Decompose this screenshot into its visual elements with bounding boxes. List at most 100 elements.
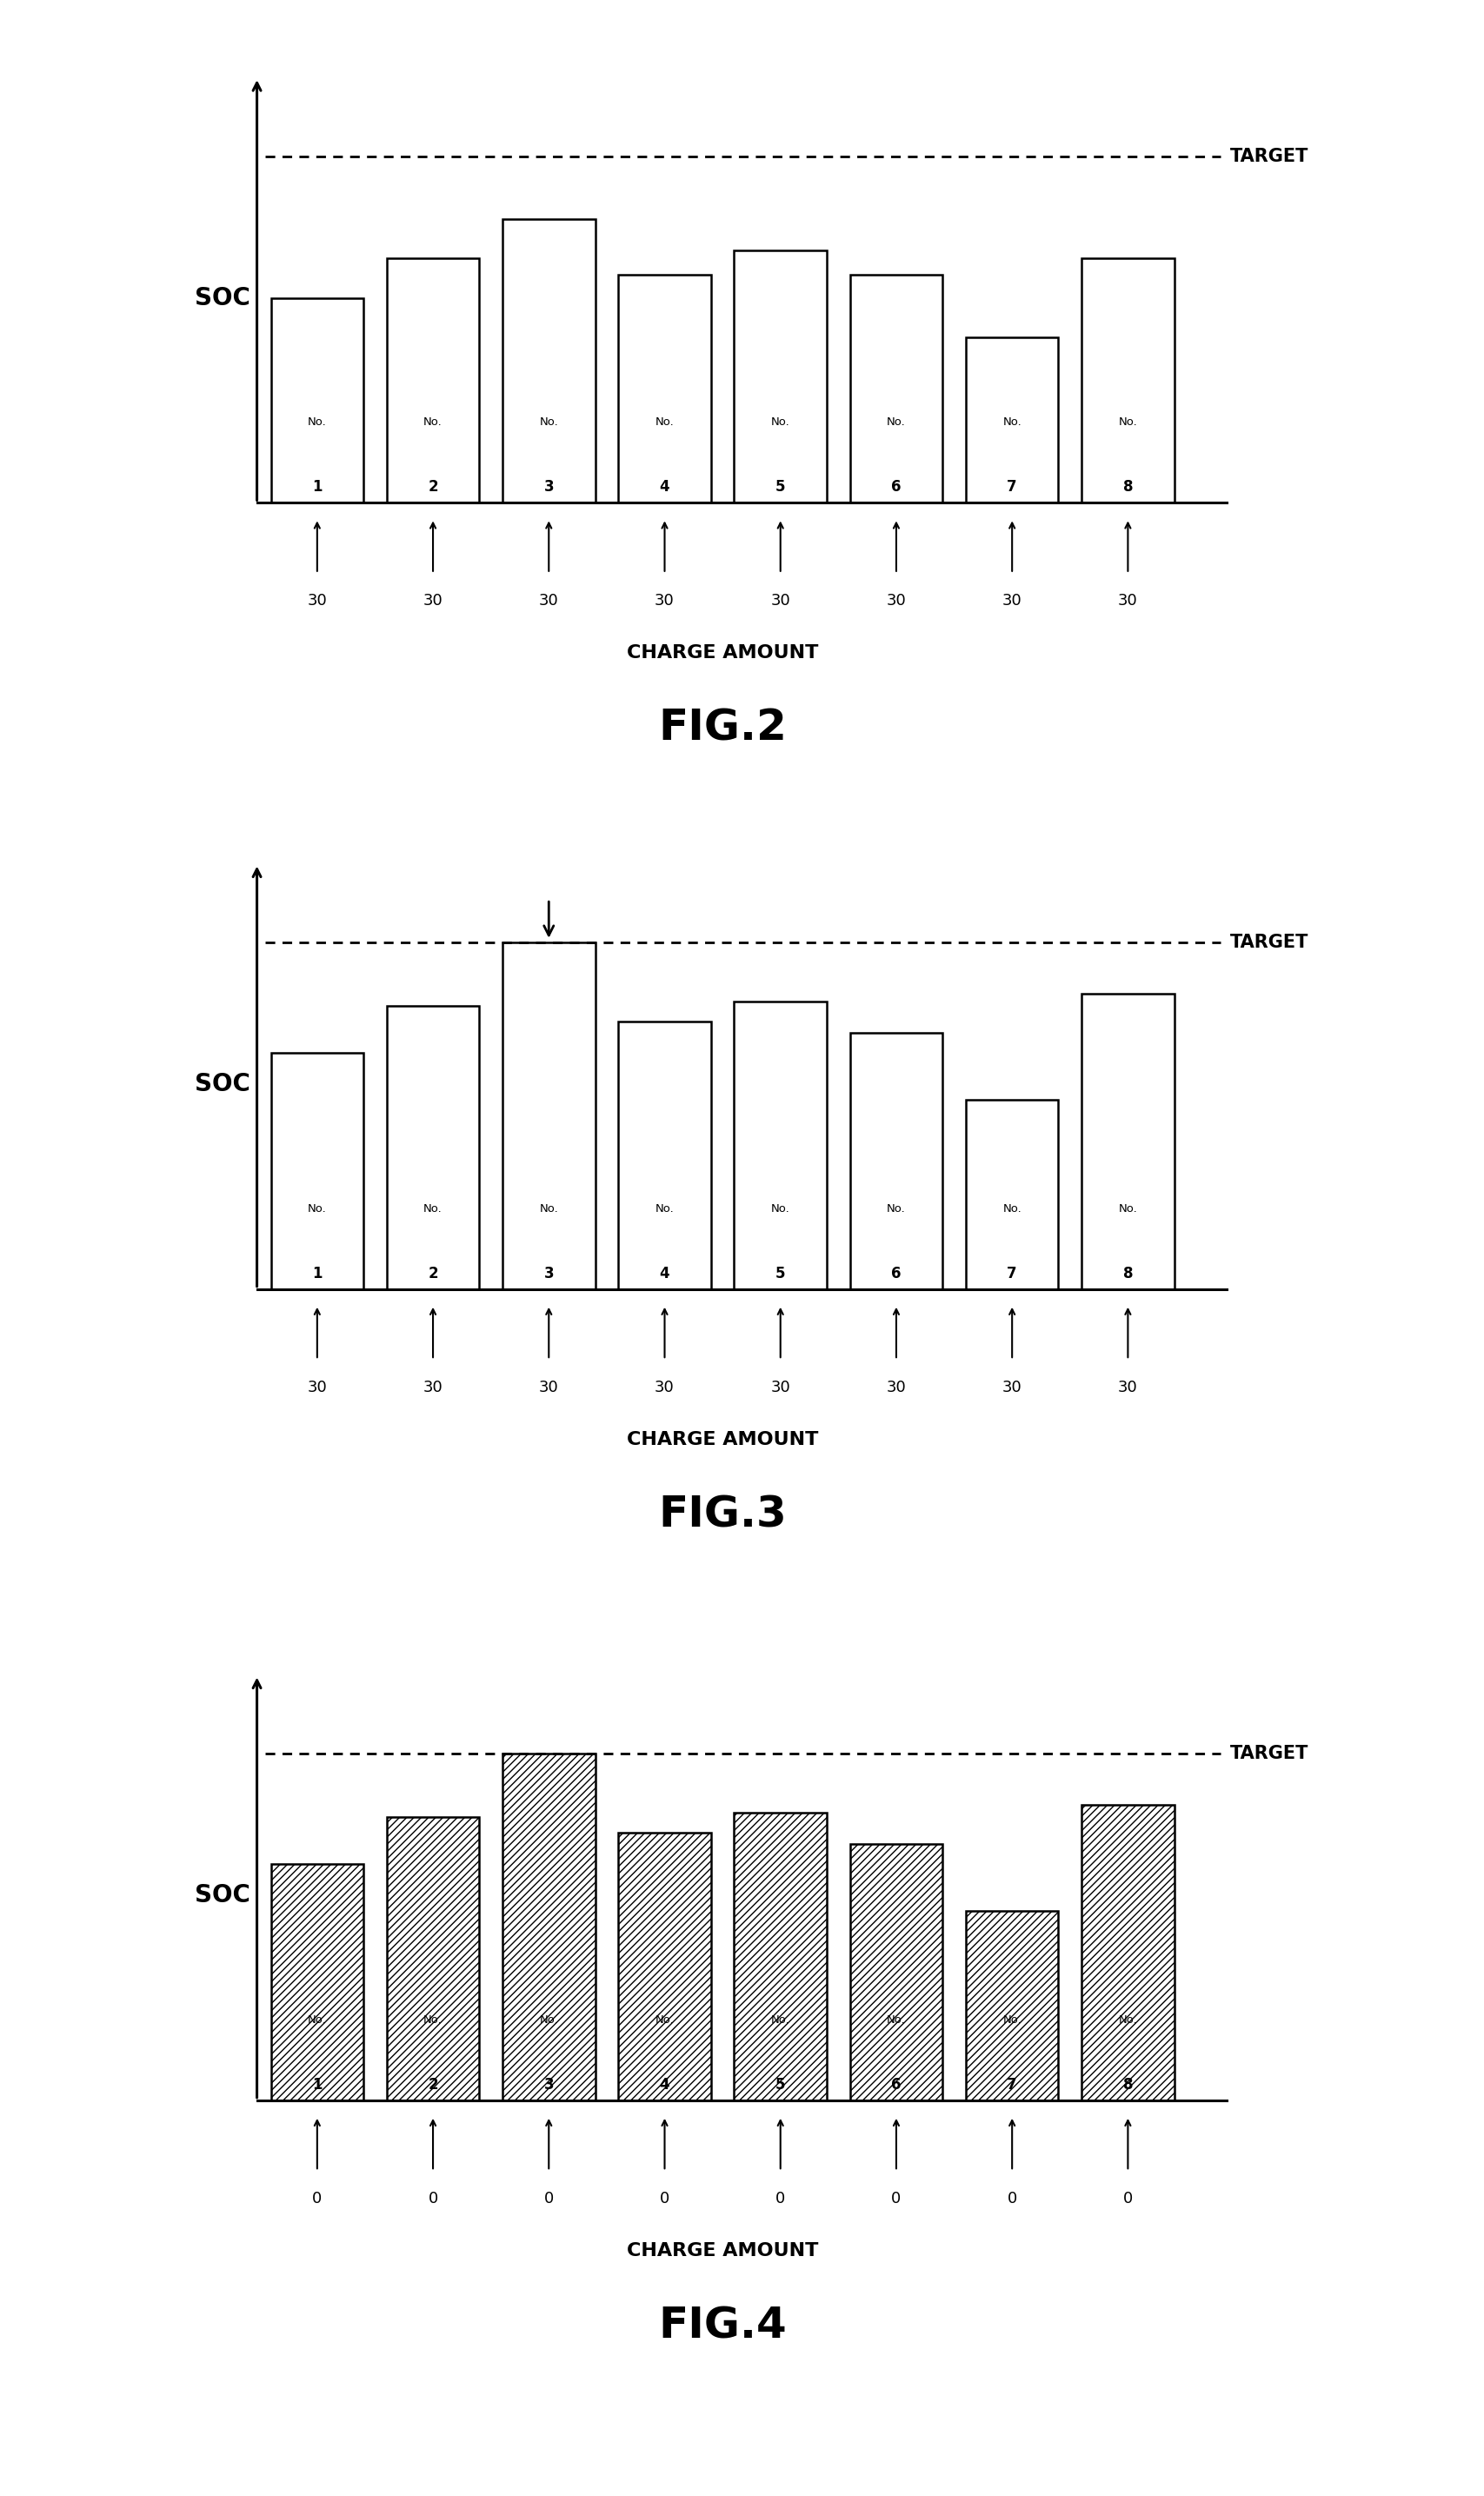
Text: TARGET: TARGET	[1229, 934, 1307, 951]
Text: No.: No.	[307, 1203, 326, 1213]
Text: 30: 30	[770, 594, 789, 609]
Text: No.: No.	[539, 417, 558, 427]
Text: No.: No.	[770, 417, 789, 427]
Text: No.: No.	[1002, 1203, 1021, 1213]
Text: No.: No.	[654, 2014, 674, 2024]
Text: SOC: SOC	[194, 287, 249, 310]
Bar	[386, 1817, 479, 2099]
Text: No.: No.	[307, 2014, 326, 2024]
Text: 0: 0	[659, 2191, 669, 2206]
Text: 30: 30	[423, 594, 442, 609]
Bar	[502, 220, 595, 502]
Text: 30: 30	[539, 594, 558, 609]
Bar	[733, 250, 827, 502]
Text: FIG.2: FIG.2	[657, 706, 787, 749]
Text: No.: No.	[539, 1203, 558, 1213]
Text: SOC: SOC	[194, 1884, 249, 1907]
Text: 30: 30	[770, 1380, 789, 1395]
Text: 30: 30	[1117, 594, 1137, 609]
Text: 0: 0	[1006, 2191, 1017, 2206]
Bar	[617, 275, 711, 502]
Text: 4: 4	[659, 2077, 669, 2092]
Text: 0: 0	[1122, 2191, 1132, 2206]
Text: No.: No.	[770, 1203, 789, 1213]
Text: 6: 6	[890, 1265, 901, 1280]
Text: 30: 30	[1117, 1380, 1137, 1395]
Text: 5: 5	[775, 479, 785, 494]
Text: 3: 3	[543, 2077, 554, 2092]
Text: No.: No.	[886, 1203, 905, 1213]
Text: No.: No.	[423, 1203, 442, 1213]
Text: 30: 30	[539, 1380, 558, 1395]
Text: 8: 8	[1122, 2077, 1132, 2092]
Bar	[965, 1912, 1058, 2099]
Text: 0: 0	[775, 2191, 785, 2206]
Text: 8: 8	[1122, 479, 1132, 494]
Bar	[270, 297, 364, 502]
Text: 5: 5	[775, 2077, 785, 2092]
Text: No.: No.	[423, 417, 442, 427]
Bar	[502, 1755, 595, 2099]
Text: CHARGE AMOUNT: CHARGE AMOUNT	[626, 1430, 818, 1448]
Text: No.: No.	[1002, 2014, 1021, 2024]
Text: 30: 30	[654, 594, 674, 609]
Text: No.: No.	[886, 417, 905, 427]
Text: 0: 0	[890, 2191, 901, 2206]
Text: 0: 0	[543, 2191, 554, 2206]
Text: 0: 0	[312, 2191, 322, 2206]
Text: 30: 30	[886, 594, 905, 609]
Bar	[733, 1001, 827, 1288]
Text: SOC: SOC	[194, 1073, 249, 1096]
Text: 6: 6	[890, 2077, 901, 2092]
Bar	[965, 1101, 1058, 1288]
Text: No.: No.	[1117, 1203, 1137, 1213]
Text: TARGET: TARGET	[1229, 147, 1307, 165]
Text: No.: No.	[1117, 417, 1137, 427]
Bar	[1080, 993, 1174, 1288]
Text: 2: 2	[427, 479, 438, 494]
Text: 30: 30	[654, 1380, 674, 1395]
Text: 7: 7	[1006, 479, 1017, 494]
Text: 7: 7	[1006, 2077, 1017, 2092]
Text: 5: 5	[775, 1265, 785, 1280]
Text: FIG.4: FIG.4	[657, 2304, 787, 2346]
Bar	[849, 1033, 942, 1288]
Text: CHARGE AMOUNT: CHARGE AMOUNT	[626, 2241, 818, 2259]
Bar	[1080, 260, 1174, 502]
Text: No.: No.	[423, 2014, 442, 2024]
Text: 4: 4	[659, 1265, 669, 1280]
Text: 30: 30	[886, 1380, 905, 1395]
Text: 30: 30	[423, 1380, 442, 1395]
Bar	[386, 260, 479, 502]
Text: TARGET: TARGET	[1229, 1745, 1307, 1762]
Bar	[965, 337, 1058, 502]
Bar	[617, 1832, 711, 2099]
Text: 30: 30	[307, 594, 326, 609]
Text: 30: 30	[1002, 594, 1021, 609]
Text: No.: No.	[654, 417, 674, 427]
Text: 2: 2	[427, 1265, 438, 1280]
Text: 1: 1	[312, 479, 322, 494]
Text: No.: No.	[886, 2014, 905, 2024]
Text: FIG.3: FIG.3	[657, 1493, 787, 1535]
Text: 30: 30	[1002, 1380, 1021, 1395]
Bar	[617, 1021, 711, 1288]
Text: 2: 2	[427, 2077, 438, 2092]
Text: 7: 7	[1006, 1265, 1017, 1280]
Text: 3: 3	[543, 479, 554, 494]
Bar	[502, 943, 595, 1288]
Text: 30: 30	[307, 1380, 326, 1395]
Text: No.: No.	[539, 2014, 558, 2024]
Text: 1: 1	[312, 1265, 322, 1280]
Bar	[270, 1053, 364, 1288]
Text: 4: 4	[659, 479, 669, 494]
Text: No.: No.	[1002, 417, 1021, 427]
Text: CHARGE AMOUNT: CHARGE AMOUNT	[626, 644, 818, 661]
Text: 3: 3	[543, 1265, 554, 1280]
Bar	[849, 1845, 942, 2099]
Bar	[386, 1006, 479, 1288]
Text: 1: 1	[312, 2077, 322, 2092]
Text: No.: No.	[307, 417, 326, 427]
Text: No.: No.	[770, 2014, 789, 2024]
Text: 0: 0	[427, 2191, 438, 2206]
